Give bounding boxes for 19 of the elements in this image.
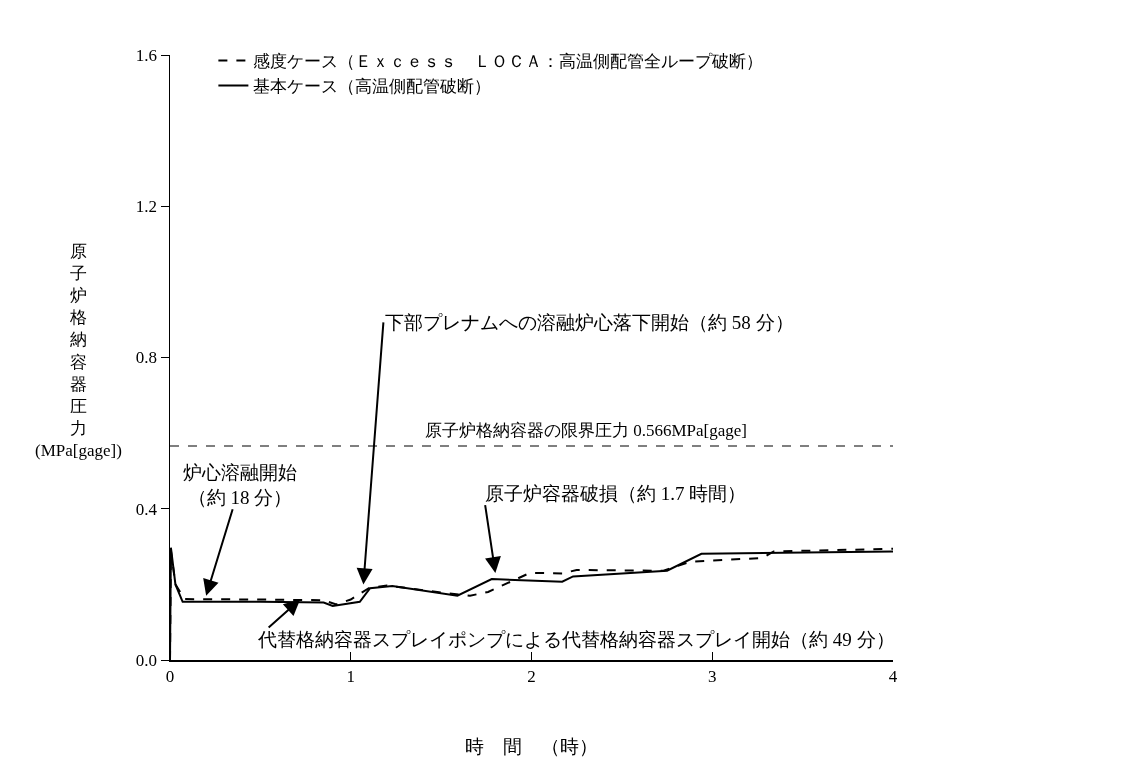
x-tick-label: 2 [527,666,536,686]
x-axis-title: 時 間 （時） [465,736,598,758]
legend-label: 基本ケース（高温側配管破断） [253,77,492,97]
y-tick-label: 1.6 [135,45,158,65]
y-tick-label: 1.2 [135,197,158,217]
annotation: 炉心溶融開始（約 18 分） [183,462,297,508]
text: 原子炉格納容器圧力 (MPa[gage]) [35,242,122,460]
y-tick-label: 0.8 [135,348,158,368]
x-tick-label: 0 [165,666,175,686]
y-tick-label: 0.0 [135,650,158,670]
ref-line-label: 原子炉格納容器の限界圧力 0.566MPa[gage] [425,421,748,440]
annotation: 原子炉容器破損（約 1.7 時間） [485,483,747,504]
x-tick-label: 4 [888,666,898,686]
x-tick-label: 3 [708,666,717,686]
legend-label: 感度ケース（Ｅｘｃｅｓｓ ＬＯＣＡ：高温側配管全ループ破断） [253,52,764,72]
annotation: 代替格納容器スプレイポンプによる代替格納容器スプレイ開始（約 49 分） [257,629,895,650]
x-tick-label: 1 [346,666,355,686]
y-tick-label: 0.4 [135,499,158,519]
annotation: 下部プレナムへの溶融炉心落下開始（約 58 分） [385,312,794,333]
